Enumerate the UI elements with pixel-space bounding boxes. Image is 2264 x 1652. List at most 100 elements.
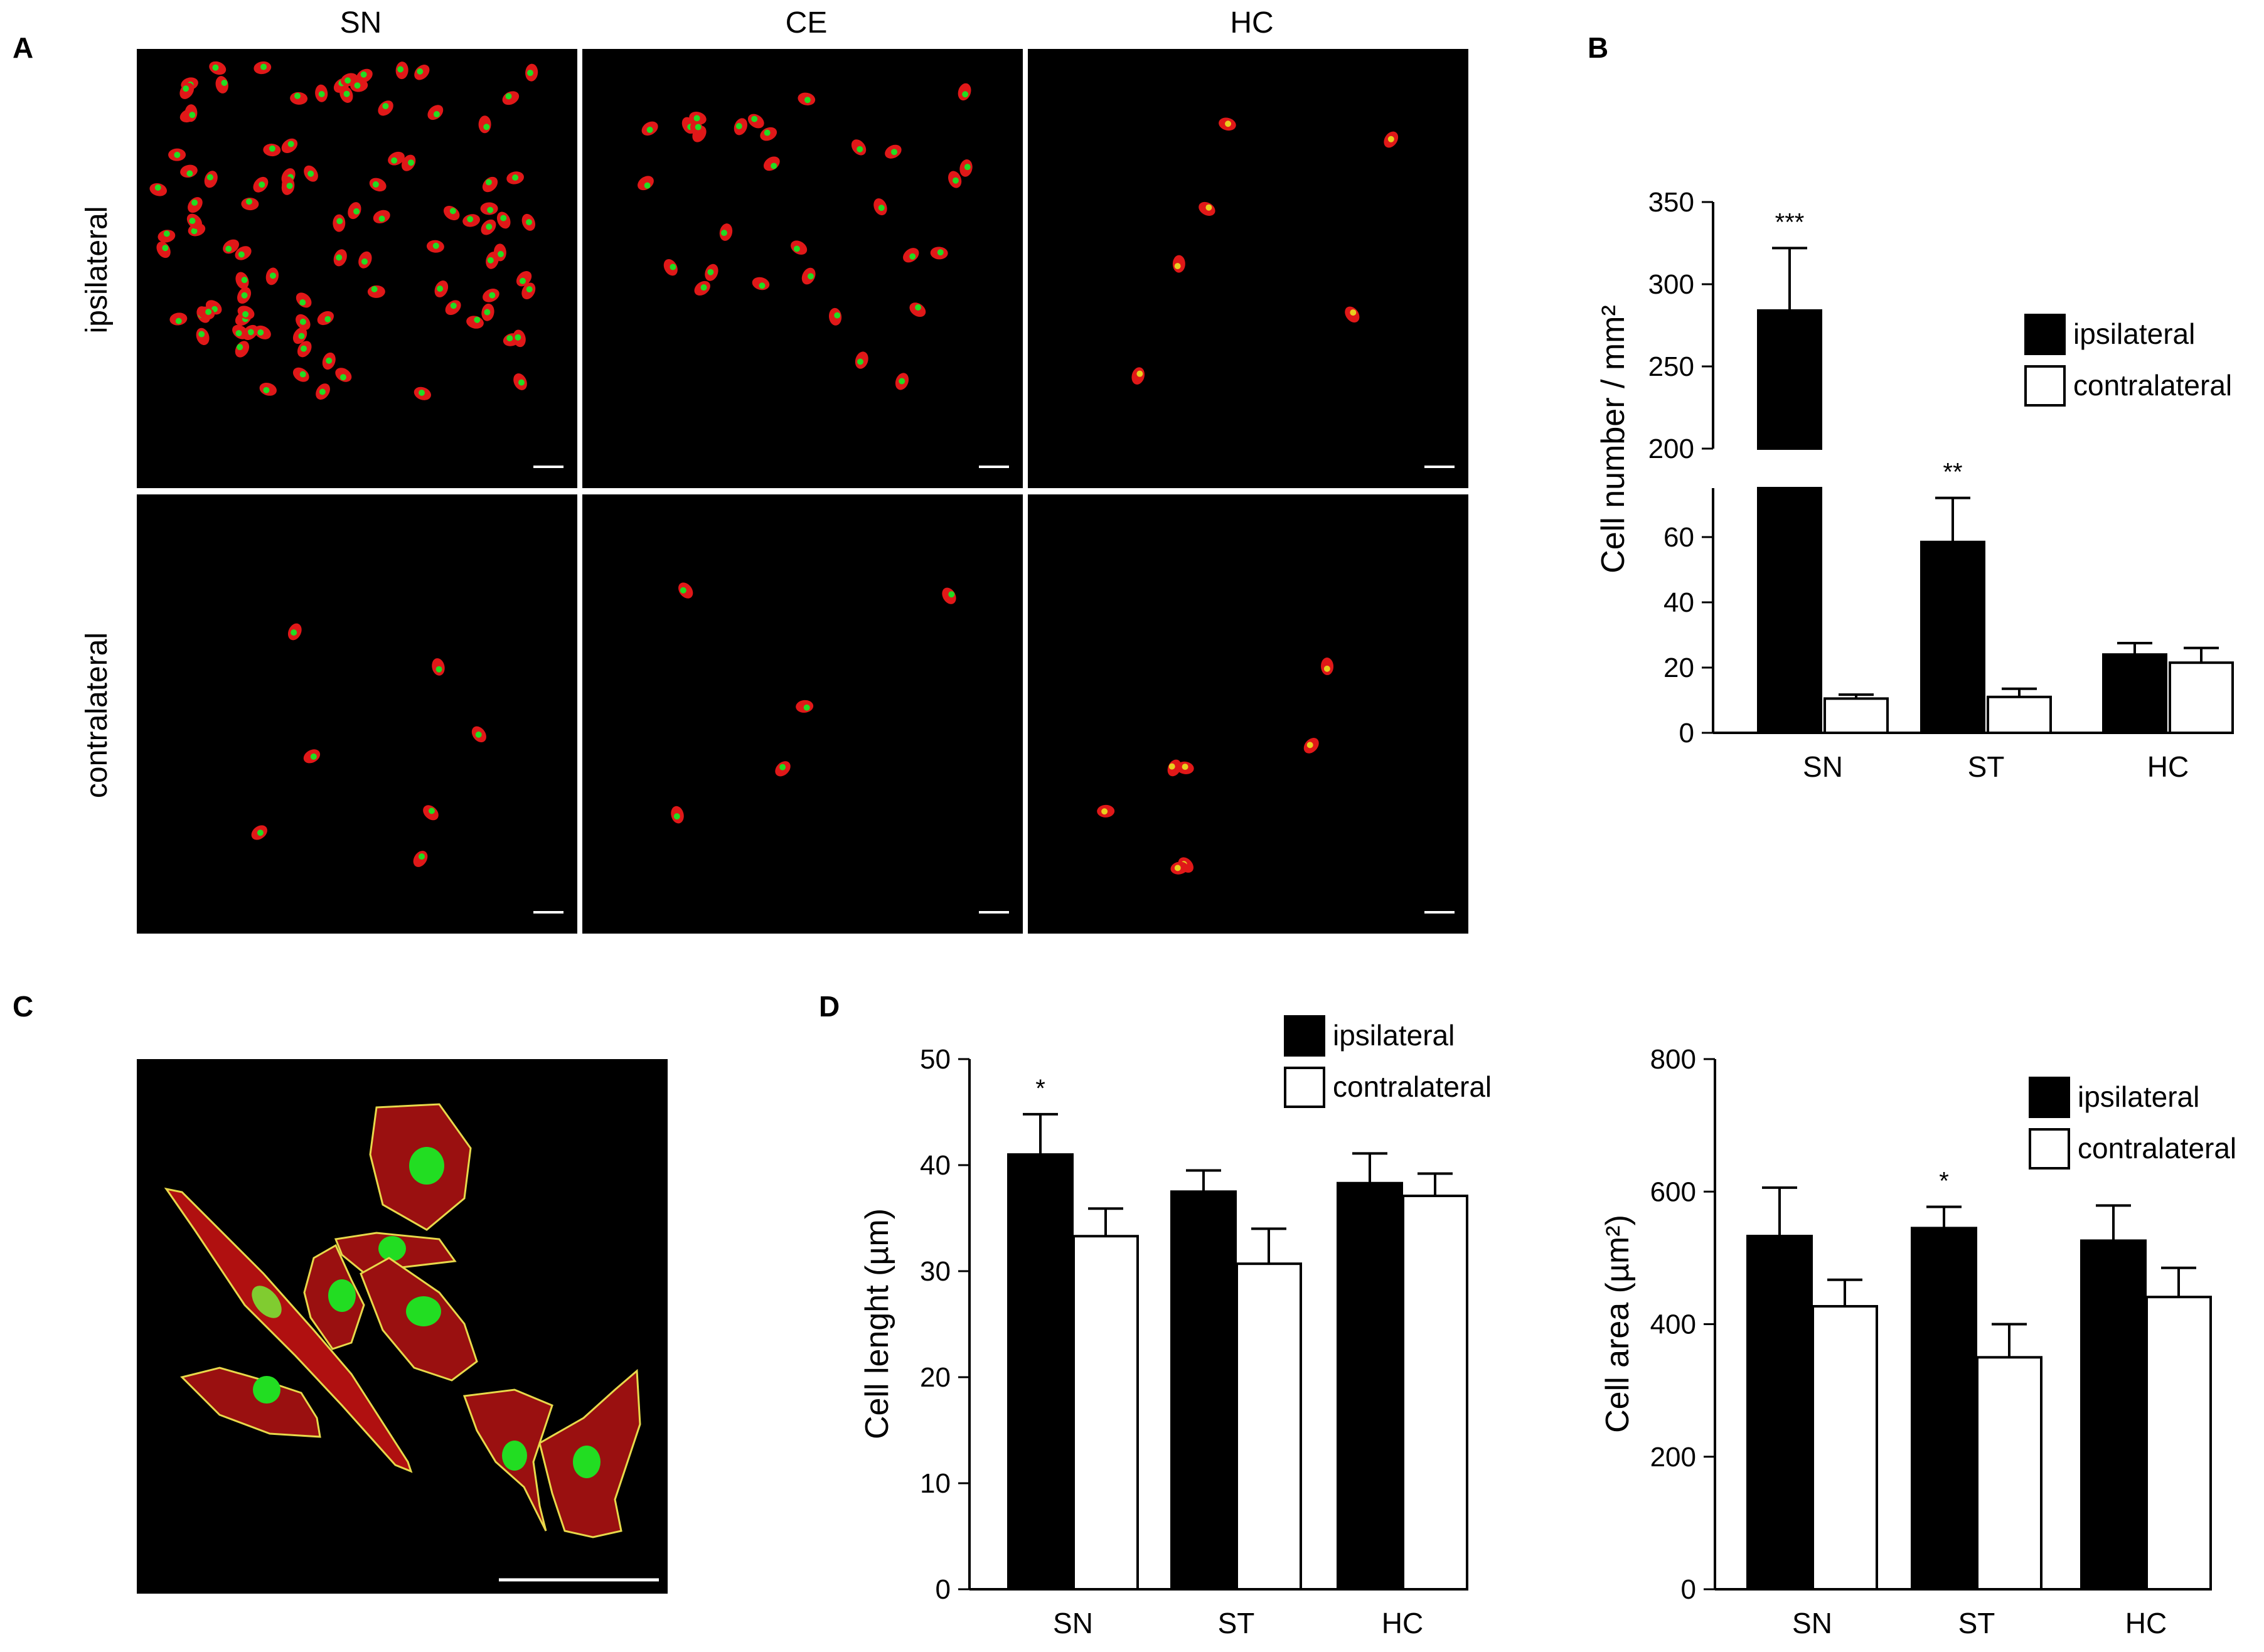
- significance-marker: *: [1035, 1075, 1045, 1102]
- legend-label-contralateral: contralateral: [2073, 369, 2232, 402]
- outlined-cell: [462, 1388, 553, 1532]
- y-tick-label: 10: [920, 1468, 951, 1499]
- cell-nucleus: [735, 123, 742, 130]
- cell-mark: [158, 230, 176, 243]
- cell-mark: [760, 127, 777, 141]
- cell-mark: [521, 282, 536, 300]
- category-label-sn: SN: [1792, 1607, 1832, 1639]
- bar-ipsilateral-sn: [1757, 487, 1822, 734]
- y-tick-label: 200: [1648, 434, 1694, 464]
- y-tick-label: 40: [1663, 587, 1694, 618]
- y-tick-label: 0: [1679, 718, 1694, 749]
- cell-mark: [752, 277, 770, 290]
- legend-label-contralateral: contralateral: [2078, 1132, 2236, 1164]
- cell-mark: [486, 252, 499, 269]
- legend-swatch-contralateral: [2024, 365, 2066, 407]
- cell-mark: [395, 61, 408, 80]
- category-label-sn: SN: [1803, 750, 1843, 783]
- category-label-st: ST: [1218, 1607, 1255, 1639]
- legend-label-ipsilateral: ipsilateral: [1333, 1019, 1455, 1052]
- cell-mark: [204, 171, 218, 188]
- cell-nucleus: [241, 277, 248, 284]
- y-tick-label: 60: [1663, 522, 1694, 553]
- cell-mark: [513, 373, 527, 390]
- bar-contralateral-hc: [2169, 661, 2234, 734]
- cell-mark: [1172, 255, 1185, 273]
- cell-nucleus: [771, 163, 777, 169]
- legend-label-contralateral: contralateral: [1333, 1070, 1492, 1103]
- significance-marker: ***: [1775, 208, 1805, 236]
- panel-letter-c: C: [13, 990, 33, 1023]
- cell-nucleus: [247, 329, 254, 336]
- cell-mark: [641, 121, 658, 136]
- cell-mark: [678, 582, 693, 599]
- cell-nucleus: [506, 335, 513, 342]
- cell-nucleus: [269, 145, 275, 152]
- cell-nucleus: [318, 90, 325, 97]
- cell-nucleus: [759, 282, 766, 289]
- cell-mark: [478, 115, 491, 134]
- cell-nucleus: [235, 330, 242, 337]
- cell-mark: [423, 805, 439, 821]
- cell-mark: [747, 114, 764, 129]
- cell-nucleus: [474, 316, 481, 323]
- legend-label-ipsilateral: ipsilateral: [2078, 1080, 2199, 1113]
- cell-mark: [196, 328, 210, 345]
- cell-nucleus: [287, 141, 294, 147]
- cell-mark: [502, 91, 520, 105]
- cell-mark: [483, 289, 499, 302]
- cell-outline-micrograph: [137, 1059, 668, 1594]
- cell-nucleus: [450, 302, 457, 309]
- cell-mark: [1199, 201, 1215, 216]
- cell-nucleus: [1168, 763, 1175, 770]
- cell-nucleus: [252, 1286, 282, 1318]
- cell-nucleus: [807, 273, 814, 280]
- cell-nucleus: [324, 316, 331, 322]
- cell-nucleus: [505, 93, 512, 100]
- cell-mark: [462, 214, 480, 227]
- cell-mark: [297, 341, 312, 358]
- cell-mark: [388, 151, 405, 166]
- cell-mark: [796, 700, 814, 713]
- cell-mark: [1219, 117, 1236, 131]
- cell-nucleus: [878, 205, 885, 211]
- cell-mark: [694, 280, 710, 296]
- cell-nucleus: [183, 85, 190, 92]
- cell-mark: [513, 329, 526, 348]
- micrograph-sn-contralateral: [137, 494, 577, 934]
- outlined-cell: [303, 1244, 365, 1350]
- y-tick-label: 200: [1650, 1442, 1696, 1473]
- cell-mark: [333, 249, 347, 267]
- cell-mark: [801, 267, 816, 285]
- cell-nucleus: [487, 206, 494, 213]
- cell-nucleus: [573, 1446, 601, 1478]
- cell-nucleus: [435, 666, 442, 673]
- cell-nucleus: [360, 71, 367, 78]
- cell-mark: [303, 749, 321, 764]
- cell-nucleus: [294, 92, 301, 99]
- cell-mark: [434, 280, 449, 297]
- y-tick-label: 400: [1650, 1309, 1696, 1340]
- category-label-st: ST: [1958, 1607, 1995, 1639]
- cell-nucleus: [237, 344, 243, 351]
- cell-mark: [296, 292, 312, 308]
- y-axis-title: Cell area (µm²): [1599, 1215, 1636, 1433]
- cell-nucleus: [720, 230, 727, 237]
- cell-nucleus: [518, 379, 525, 386]
- row-label-contralateral: contralateral: [80, 632, 114, 798]
- cell-mark: [903, 248, 919, 263]
- column-label-sn: SN: [340, 6, 382, 40]
- column-label-ce: CE: [786, 6, 828, 40]
- bar-contralateral-st: [1236, 1262, 1302, 1591]
- panel-letter-d: D: [819, 990, 840, 1023]
- cell-mark: [521, 213, 536, 231]
- cell-nucleus: [154, 184, 161, 191]
- cell-nucleus: [519, 277, 526, 284]
- cell-mark: [873, 198, 887, 216]
- y-tick-label: 0: [1681, 1574, 1696, 1605]
- category-label-hc: HC: [2125, 1607, 2167, 1639]
- cell-nucleus: [1174, 263, 1181, 270]
- cell-nucleus: [909, 253, 916, 260]
- cell-nucleus: [299, 371, 306, 378]
